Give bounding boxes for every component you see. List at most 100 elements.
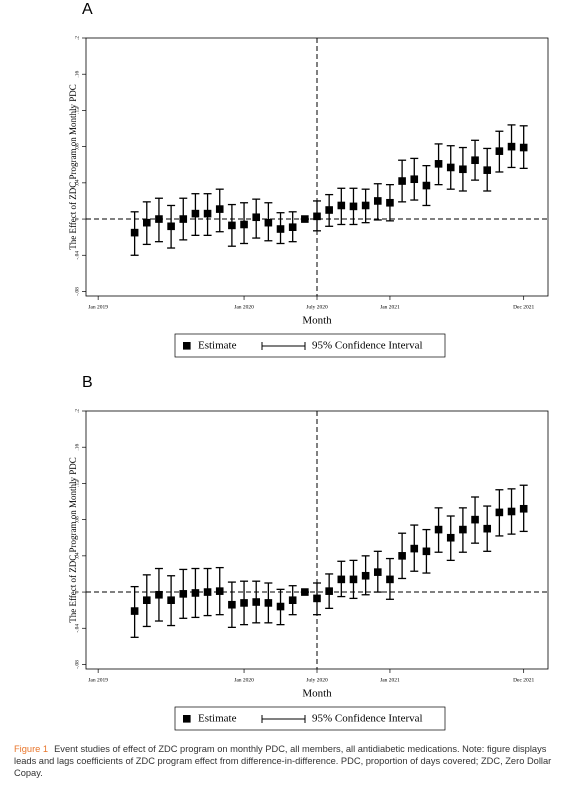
y-axis-label: The Effect of ZDC Program on Monthly PDC <box>68 457 78 623</box>
estimate-marker <box>373 568 382 576</box>
y-tick-label: -.08 <box>74 287 80 296</box>
estimate-marker <box>155 215 163 223</box>
x-tick-label: Jan 2021 <box>380 304 400 310</box>
estimate-marker <box>471 515 479 524</box>
estimate-marker <box>434 160 443 168</box>
estimate-marker <box>519 504 528 513</box>
estimate-marker <box>264 599 273 607</box>
panel-label: A <box>82 1 93 18</box>
y-tick-label: .04 <box>74 552 80 559</box>
y-tick-label: .2 <box>74 36 80 40</box>
estimate-marker <box>228 600 236 609</box>
legend-label: Estimate <box>198 713 237 725</box>
y-tick-label: .08 <box>74 143 80 150</box>
estimate-marker <box>203 588 212 596</box>
estimate-marker <box>373 197 382 205</box>
estimate-marker <box>495 508 504 517</box>
estimate-marker <box>301 215 309 223</box>
estimate-marker <box>398 552 406 560</box>
estimate-marker <box>507 507 516 516</box>
x-tick-label: Jan 2019 <box>88 677 108 683</box>
estimate-marker <box>446 163 455 172</box>
estimate-marker <box>288 596 297 604</box>
caption-text: Event studies of effect of ZDC program o… <box>14 744 552 778</box>
estimate-marker <box>130 228 139 237</box>
estimate-marker <box>240 220 248 229</box>
estimate-marker <box>252 598 261 606</box>
y-tick-label: -.04 <box>74 251 80 260</box>
estimate-marker <box>155 590 163 599</box>
y-tick-label: 0 <box>74 217 80 220</box>
estimate-marker <box>276 602 285 611</box>
y-tick-label: -.04 <box>74 624 80 633</box>
legend-marker <box>183 715 191 723</box>
y-tick-label: .04 <box>74 179 80 186</box>
estimate-marker <box>179 215 188 223</box>
y-tick-label: .2 <box>74 409 80 413</box>
estimate-marker <box>483 524 492 533</box>
legend-label: 95% Confidence Interval <box>312 340 423 352</box>
estimate-marker <box>386 198 394 207</box>
estimate-marker <box>191 209 200 218</box>
estimate-marker <box>361 201 370 210</box>
caption-label: Figure 1 <box>14 744 49 754</box>
y-tick-label: -.08 <box>74 660 80 669</box>
estimate-marker <box>361 571 370 580</box>
estimate-marker <box>459 525 467 534</box>
x-tick-label: July 2020 <box>306 677 328 683</box>
x-tick-label: Jan 2020 <box>234 677 254 683</box>
estimate-marker <box>325 587 333 595</box>
x-tick-label: Jan 2021 <box>380 677 400 683</box>
estimate-marker <box>142 218 151 227</box>
estimate-marker <box>264 218 273 227</box>
y-axis-label: The Effect of ZDC Program on Monthly PDC <box>68 84 78 250</box>
estimate-marker <box>130 607 139 615</box>
y-tick-label: 0 <box>74 590 80 593</box>
estimate-marker <box>228 221 236 230</box>
y-tick-label: .16 <box>74 71 80 78</box>
estimate-marker <box>519 143 528 152</box>
estimate-marker <box>191 589 200 597</box>
estimate-marker <box>252 213 261 222</box>
legend-label: Estimate <box>198 340 237 352</box>
estimate-marker <box>301 588 309 596</box>
estimate-marker <box>410 544 419 553</box>
estimate-marker <box>483 166 492 174</box>
estimate-marker <box>446 533 455 542</box>
estimate-marker <box>240 599 248 607</box>
x-tick-label: Dec 2021 <box>513 677 534 683</box>
estimate-marker <box>398 177 406 185</box>
legend-marker <box>183 342 191 350</box>
estimate-marker <box>459 165 467 174</box>
x-tick-label: July 2020 <box>306 304 328 310</box>
legend-label: 95% Confidence Interval <box>312 713 423 725</box>
estimate-marker <box>422 181 431 190</box>
y-tick-label: .12 <box>74 107 80 114</box>
estimate-marker <box>349 575 358 584</box>
x-axis-label: Month <box>302 315 332 327</box>
estimate-marker <box>386 575 394 584</box>
estimate-marker <box>313 212 321 221</box>
x-axis-label: Month <box>302 688 332 700</box>
estimate-marker <box>410 175 419 184</box>
estimate-marker <box>495 147 504 155</box>
y-tick-label: .08 <box>74 516 80 523</box>
estimate-marker <box>349 202 358 211</box>
estimate-marker <box>215 205 224 213</box>
estimate-marker <box>276 225 285 233</box>
x-tick-label: Jan 2019 <box>88 304 108 310</box>
estimate-marker <box>288 223 297 231</box>
estimate-marker <box>215 587 224 595</box>
estimate-marker <box>325 206 333 214</box>
y-tick-label: .12 <box>74 480 80 487</box>
x-tick-label: Dec 2021 <box>513 304 534 310</box>
estimate-marker <box>337 201 346 210</box>
estimate-marker <box>203 209 212 218</box>
y-tick-label: .16 <box>74 444 80 451</box>
estimate-marker <box>167 222 175 231</box>
x-tick-label: Jan 2020 <box>234 304 254 310</box>
estimate-marker <box>337 575 346 584</box>
legend-box <box>174 706 446 731</box>
figure: A -.08 -.04 0 .04 .08 .12 .16 .2 Jan 2019 Jan 2020… <box>68 1 549 731</box>
estimate-marker <box>422 547 431 556</box>
